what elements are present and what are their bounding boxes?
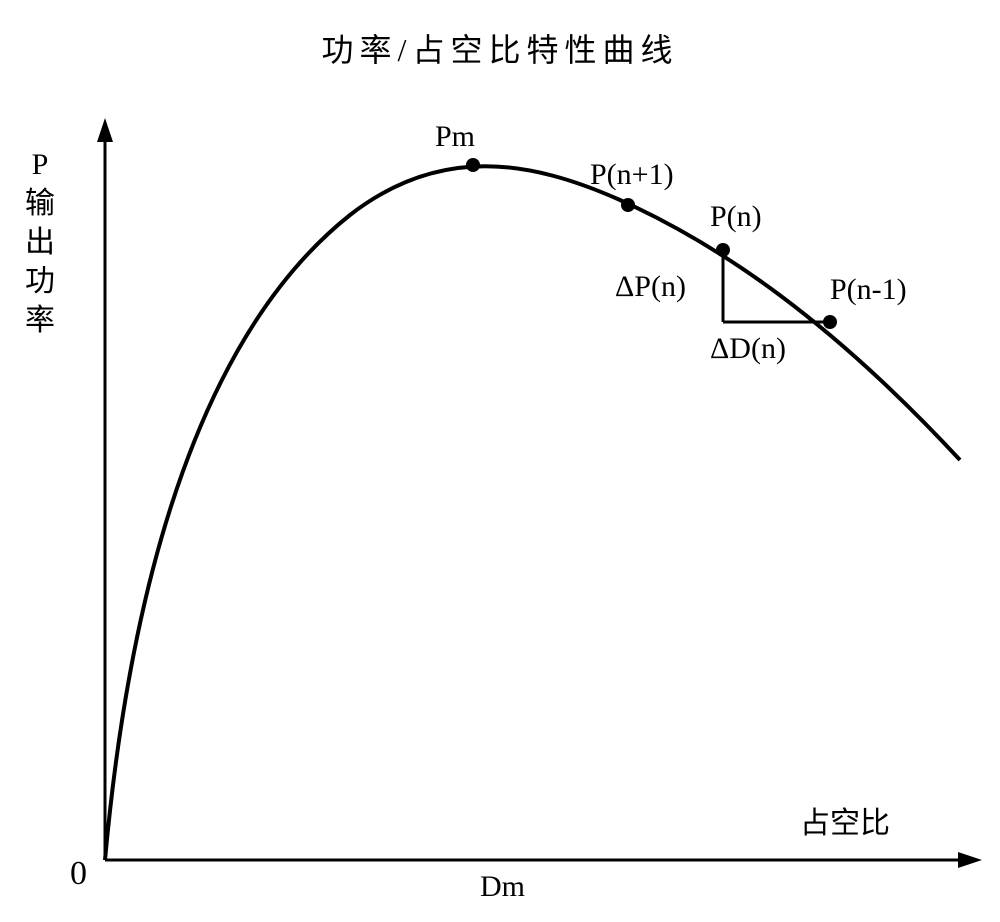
point-pm xyxy=(466,158,480,172)
x-tick-dm: Dm xyxy=(480,870,525,904)
label-delta-p: ΔP(n) xyxy=(615,270,686,304)
label-pn: P(n) xyxy=(710,200,762,234)
y-label-1: 输 xyxy=(25,184,55,223)
chart-container: 功率/占空比特性曲线 P 输 出 功 率 0 Dm 占空比 Pm P(n+1) … xyxy=(0,0,1000,922)
x-axis-label: 占空比 xyxy=(800,798,890,842)
y-axis-label: P 输 出 功 率 xyxy=(25,145,55,340)
point-pn xyxy=(716,243,730,257)
label-pn-1: P(n-1) xyxy=(830,273,907,307)
x-axis-arrow xyxy=(958,852,982,868)
y-label-4: 率 xyxy=(25,301,55,340)
label-pm: Pm xyxy=(435,120,475,154)
origin-label: 0 xyxy=(70,855,87,893)
point-pn-1 xyxy=(823,315,837,329)
y-label-3: 功 xyxy=(25,262,55,301)
label-pn1: P(n+1) xyxy=(590,158,674,192)
y-label-2: 出 xyxy=(25,223,55,262)
y-axis-arrow xyxy=(97,118,113,142)
power-curve xyxy=(105,166,960,860)
y-label-p: P xyxy=(25,145,55,184)
chart-svg xyxy=(0,0,1000,922)
label-delta-d: ΔD(n) xyxy=(710,332,786,366)
point-pn1 xyxy=(621,198,635,212)
